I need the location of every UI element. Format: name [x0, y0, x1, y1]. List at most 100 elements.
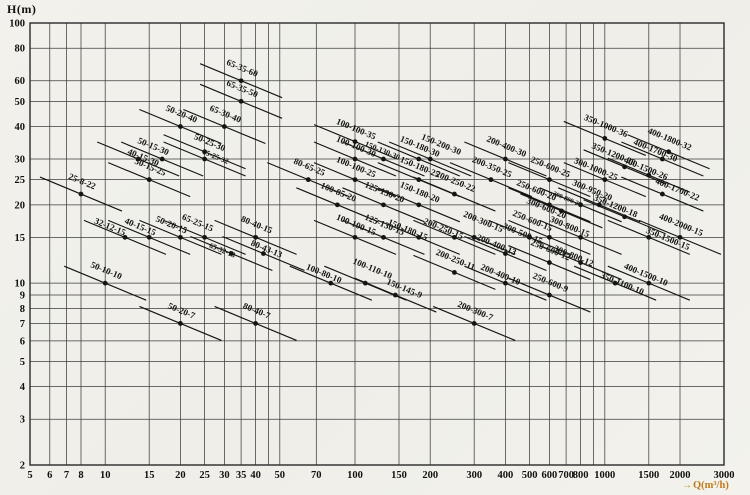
y-tick-label: 20: [15, 200, 26, 211]
pump-duty-point: [135, 156, 141, 162]
pump-duty-point: [646, 172, 652, 178]
pump-duty-point: [612, 280, 618, 286]
pump-duty-point: [328, 280, 334, 286]
pump-model-label: 200-250-22: [434, 169, 477, 195]
pump-duty-point: [471, 234, 477, 240]
pump-model-label: 50-20-7: [166, 301, 197, 321]
pump-duty-point: [202, 234, 208, 240]
pump-duty-point: [558, 208, 564, 214]
x-tick-label: 40: [250, 470, 261, 481]
x-axis-title-text: Q(m³/h): [693, 480, 729, 491]
pump-duty-point: [122, 234, 128, 240]
x-tick-label: 6: [47, 470, 52, 481]
x-tick-label: 30: [219, 470, 230, 481]
pump-duty-point: [546, 260, 552, 265]
pump-duty-point: [578, 260, 584, 265]
pump-duty-point: [253, 321, 258, 326]
x-tick-label: 50: [275, 470, 286, 481]
pump-model-label: 80-40-7: [242, 301, 273, 321]
x-tick-label: 5: [27, 470, 32, 481]
pump-duty-point: [177, 124, 183, 129]
pump-duty-point: [381, 156, 386, 162]
pump-duty-point: [352, 234, 358, 240]
x-tick-label: 8: [78, 470, 83, 481]
pump-duty-point: [546, 234, 552, 240]
pump-model-label: 80-43-13: [249, 238, 284, 260]
x-tick-label: 1000: [594, 470, 615, 481]
pump-duty-point: [334, 202, 340, 208]
y-tick-label: 10: [15, 279, 26, 290]
x-tick-label: 15: [144, 470, 155, 481]
x-tick-label: 35: [236, 470, 247, 481]
y-tick-label: 9: [20, 291, 25, 302]
pump-model-label: 350-1000-36: [583, 112, 630, 139]
pump-duty-point: [452, 269, 457, 275]
y-tick-label: 7: [20, 319, 25, 330]
y-tick-label: 100: [9, 19, 25, 30]
x-tick-label: 500: [522, 470, 538, 481]
pump-duty-point: [602, 177, 608, 183]
pump-model-label: 150-180-20: [399, 179, 442, 205]
pump-duty-point: [352, 177, 358, 183]
pump-duty-point: [622, 214, 627, 220]
y-tick-label: 4: [20, 382, 26, 393]
pump-duty-point: [659, 156, 665, 162]
pump-model-label: 25-8-22: [67, 171, 98, 191]
x-tick-label: 3000: [714, 470, 735, 481]
y-axis-title: H(m): [7, 2, 37, 16]
pump-duty-point: [228, 251, 234, 256]
pump-duty-point: [503, 156, 508, 162]
pump-duty-point: [261, 251, 266, 256]
pump-duty-point: [527, 234, 533, 240]
x-tick-label: 800: [573, 470, 589, 481]
x-axis-title: →Q(m³/h): [682, 480, 729, 491]
pump-duty-point: [146, 177, 152, 183]
pump-duty-point: [381, 234, 386, 240]
x-tick-label: 400: [498, 470, 514, 481]
pump-duty-point: [677, 234, 683, 240]
y-tick-label: 50: [15, 97, 26, 108]
pump-model-label: 200-250-11: [434, 247, 477, 272]
y-tick-label: 80: [15, 44, 26, 55]
x-tick-label: 100: [347, 470, 363, 481]
pump-duty-point: [471, 321, 477, 326]
pump-duty-point: [238, 98, 244, 104]
pump-duty-point: [146, 234, 152, 240]
pump-duty-point: [646, 280, 652, 286]
pump-duty-point: [578, 202, 584, 208]
pump-duty-point: [352, 156, 358, 162]
x-tick-label: 1500: [638, 470, 659, 481]
pump-model-label: 200-400-30: [485, 134, 528, 160]
pump-duty-point: [177, 234, 183, 240]
x-tick-label: 150: [391, 470, 407, 481]
y-tick-label: 6: [20, 336, 25, 347]
pump-duty-point: [238, 78, 244, 84]
pump-duty-point: [602, 136, 608, 141]
pump-model-label: 32-12-15: [93, 216, 128, 238]
x-tick-label: 200: [422, 470, 438, 481]
x-tick-label: 700: [558, 470, 574, 481]
pump-model-label: 200-400-13: [475, 232, 518, 258]
x-tick-label: 10: [100, 470, 111, 481]
x-tick-label: 25: [199, 470, 210, 481]
x-tick-label: 70: [311, 470, 322, 481]
pump-duty-point: [578, 234, 584, 240]
y-tick-label: 25: [15, 175, 26, 186]
pump-duty-point: [666, 149, 671, 155]
x-tick-label: 600: [542, 470, 558, 481]
pump-duty-point: [452, 234, 457, 240]
pump-duty-point: [177, 321, 183, 326]
pump-duty-point: [503, 280, 508, 286]
pump-duty-point: [392, 292, 398, 298]
pump-duty-point: [253, 234, 258, 240]
y-tick-label: 3: [20, 415, 25, 426]
pump-duty-point: [221, 124, 227, 129]
y-tick-label: 15: [15, 233, 26, 244]
pump-duty-point: [416, 234, 422, 240]
pump-model-label: 100-80-10: [305, 262, 344, 286]
pump-duty-point: [646, 234, 652, 240]
y-tick-label: 2: [20, 461, 25, 472]
y-tick-label: 8: [20, 304, 25, 315]
pump-duty-point: [416, 202, 422, 208]
